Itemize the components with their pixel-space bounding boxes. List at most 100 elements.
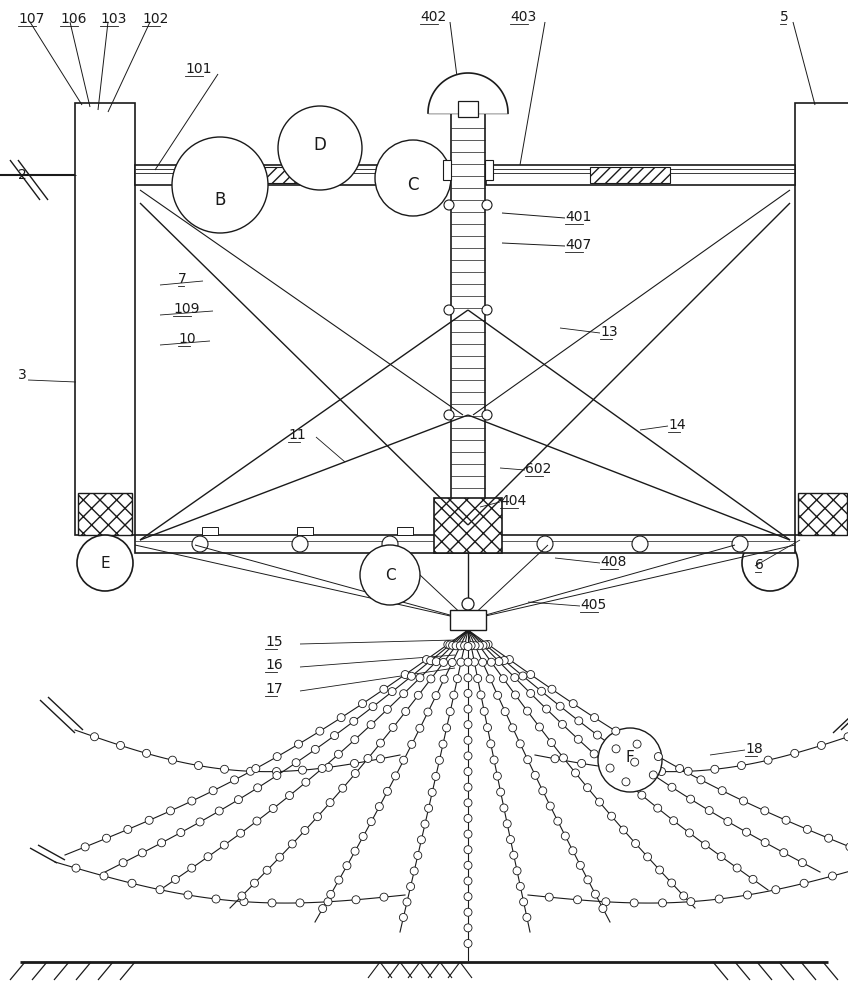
- Circle shape: [462, 598, 474, 610]
- Circle shape: [452, 642, 460, 650]
- Circle shape: [446, 641, 454, 649]
- Circle shape: [444, 525, 454, 535]
- Circle shape: [548, 685, 556, 693]
- Circle shape: [590, 714, 599, 722]
- Circle shape: [803, 825, 812, 833]
- Circle shape: [427, 657, 435, 665]
- Circle shape: [124, 825, 131, 833]
- Text: B: B: [215, 191, 226, 209]
- Circle shape: [551, 755, 559, 763]
- Bar: [397, 527, 413, 535]
- Circle shape: [238, 892, 246, 900]
- Circle shape: [288, 840, 296, 848]
- Text: 7: 7: [178, 272, 187, 286]
- Circle shape: [749, 875, 757, 883]
- Circle shape: [574, 735, 583, 743]
- Circle shape: [844, 733, 848, 741]
- Circle shape: [595, 798, 604, 806]
- Bar: [202, 527, 218, 535]
- Circle shape: [467, 642, 475, 650]
- Circle shape: [583, 784, 592, 792]
- Circle shape: [184, 891, 192, 899]
- Circle shape: [81, 843, 89, 851]
- Circle shape: [326, 890, 335, 898]
- Circle shape: [421, 820, 429, 828]
- Circle shape: [655, 753, 662, 761]
- Circle shape: [215, 807, 223, 815]
- Circle shape: [446, 708, 455, 716]
- Circle shape: [443, 724, 450, 732]
- Circle shape: [351, 736, 359, 744]
- Circle shape: [499, 675, 507, 683]
- Bar: [255, 167, 335, 183]
- Circle shape: [319, 905, 326, 913]
- Text: E: E: [100, 556, 109, 570]
- Circle shape: [338, 784, 347, 792]
- Circle shape: [464, 705, 472, 713]
- Circle shape: [158, 839, 165, 847]
- Circle shape: [516, 740, 524, 748]
- Circle shape: [762, 839, 769, 847]
- Circle shape: [376, 803, 383, 811]
- Circle shape: [359, 700, 366, 708]
- Circle shape: [269, 804, 277, 812]
- Circle shape: [301, 826, 309, 834]
- Text: C: C: [385, 568, 395, 582]
- Circle shape: [169, 756, 176, 764]
- Circle shape: [584, 876, 592, 884]
- Circle shape: [511, 691, 520, 699]
- Text: 101: 101: [185, 62, 211, 76]
- Circle shape: [744, 891, 751, 899]
- Circle shape: [575, 717, 583, 725]
- Circle shape: [846, 843, 848, 851]
- Text: 401: 401: [565, 210, 591, 224]
- Circle shape: [187, 797, 196, 805]
- Circle shape: [220, 841, 228, 849]
- Circle shape: [103, 834, 110, 842]
- Bar: [486, 165, 795, 185]
- Circle shape: [444, 200, 454, 210]
- Circle shape: [591, 890, 600, 898]
- Circle shape: [410, 867, 418, 875]
- Circle shape: [644, 853, 651, 861]
- Circle shape: [524, 756, 532, 764]
- Circle shape: [471, 642, 479, 650]
- Circle shape: [630, 899, 639, 907]
- Circle shape: [325, 763, 332, 771]
- Circle shape: [572, 769, 579, 777]
- Circle shape: [697, 776, 705, 784]
- Circle shape: [497, 788, 505, 796]
- Circle shape: [824, 834, 833, 842]
- Circle shape: [611, 727, 620, 735]
- Circle shape: [464, 658, 472, 666]
- Circle shape: [415, 691, 422, 699]
- Circle shape: [380, 685, 388, 693]
- Circle shape: [247, 767, 254, 775]
- Circle shape: [577, 759, 586, 767]
- Circle shape: [464, 846, 472, 854]
- Circle shape: [538, 687, 545, 695]
- Circle shape: [435, 756, 444, 764]
- Circle shape: [632, 840, 639, 848]
- Circle shape: [633, 740, 641, 748]
- Circle shape: [268, 899, 276, 907]
- Circle shape: [569, 700, 577, 708]
- Circle shape: [484, 640, 492, 648]
- Circle shape: [194, 762, 203, 770]
- Circle shape: [408, 740, 416, 748]
- Bar: [590, 167, 670, 183]
- Circle shape: [464, 814, 472, 822]
- Bar: [795, 103, 848, 535]
- Circle shape: [338, 714, 345, 722]
- Circle shape: [352, 896, 360, 904]
- Bar: [297, 527, 313, 535]
- Circle shape: [351, 847, 359, 855]
- Circle shape: [439, 658, 448, 666]
- Text: D: D: [314, 136, 326, 154]
- Circle shape: [494, 772, 501, 780]
- Circle shape: [734, 864, 741, 872]
- Circle shape: [687, 898, 695, 906]
- Circle shape: [546, 802, 555, 810]
- Circle shape: [606, 764, 614, 772]
- Circle shape: [764, 756, 772, 764]
